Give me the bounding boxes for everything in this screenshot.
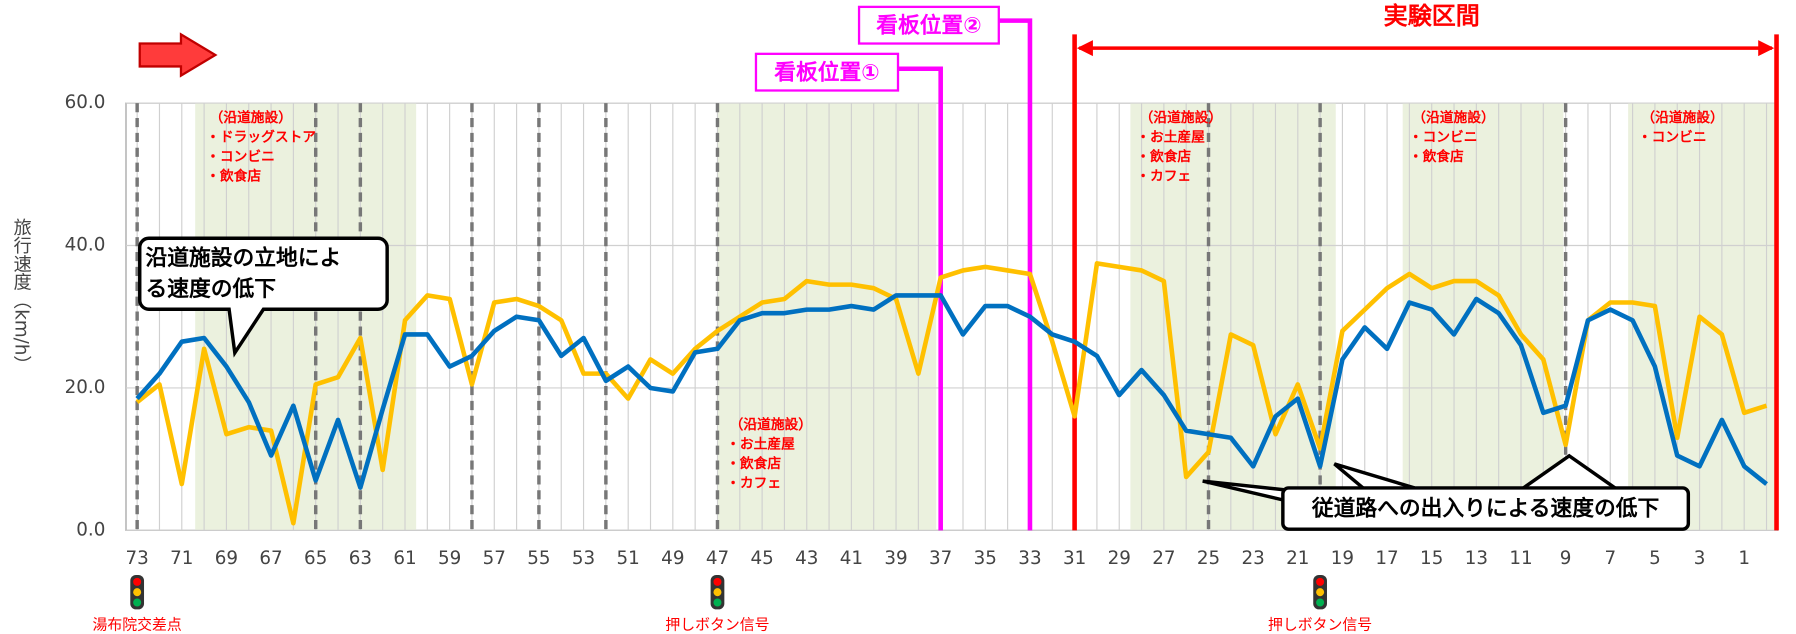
x-tick-label: 39 (884, 548, 907, 569)
x-tick-label: 29 (1108, 548, 1131, 569)
callout-text: る速度の低下 (145, 276, 276, 302)
y-tick-label: 40.0 (65, 235, 106, 256)
x-tick-label: 45 (750, 548, 773, 569)
callout-pointer (1202, 453, 1617, 506)
x-tick-label: 73 (125, 548, 148, 569)
callout-box (1281, 486, 1691, 531)
y-tick-label: 60.0 (65, 92, 106, 113)
facility-label: ・カフェ (1136, 168, 1191, 184)
x-tick-label: 25 (1197, 548, 1220, 569)
series-line (135, 261, 1768, 526)
x-tick-label: 19 (1331, 548, 1354, 569)
x-tick-label: 31 (1063, 548, 1086, 569)
x-tick-label: 53 (572, 548, 595, 569)
facility-label: ・ドラッグストア (206, 128, 316, 145)
signboard-box (754, 52, 900, 92)
x-tick-label: 71 (170, 548, 193, 569)
facility-label: ・お土産屋 (1136, 128, 1205, 145)
x-tick-label: 57 (483, 548, 506, 569)
x-tick-label: 67 (259, 548, 282, 569)
signal-lamp (713, 577, 722, 586)
signboard-label: 看板位置① (774, 59, 879, 85)
signal-label: 押しボタン信号 (665, 615, 769, 633)
x-tick-label: 49 (661, 548, 684, 569)
x-tick-label: 69 (215, 548, 238, 569)
signboard-label: 看板位置② (876, 12, 981, 38)
x-tick-label: 13 (1465, 548, 1488, 569)
facility-label: （沿道施設） (1641, 109, 1723, 126)
facility-label: （沿道施設） (210, 109, 292, 126)
signal-label: 押しボタン信号 (1268, 615, 1372, 633)
x-tick-label: 43 (795, 548, 818, 569)
callout-text: 従道路への出入りによる速度の低下 (1311, 496, 1659, 522)
facility-label: ・飲食店 (1409, 148, 1464, 165)
signal-lamp (133, 577, 142, 586)
facility-label: ・飲食店 (726, 455, 781, 472)
facility-label: ・コンビニ (206, 149, 275, 165)
x-tick-label: 3 (1694, 548, 1706, 569)
x-tick-label: 27 (1152, 548, 1175, 569)
facility-label: ・コンビニ (1409, 129, 1478, 145)
x-tick-label: 41 (840, 548, 863, 569)
x-tick-label: 1 (1738, 548, 1750, 569)
x-tick-label: 7 (1604, 548, 1616, 569)
x-tick-label: 21 (1286, 548, 1309, 569)
x-tick-label: 59 (438, 548, 461, 569)
signal-lamp (1316, 598, 1325, 607)
signboard-leader (998, 18, 1033, 531)
facility-label: ・飲食店 (206, 167, 261, 184)
x-tick-label: 65 (304, 548, 327, 569)
signal-label: 湯布院交差点 (93, 615, 182, 633)
y-tick-label: 20.0 (65, 377, 106, 398)
x-tick-label: 5 (1649, 548, 1661, 569)
section-label: 実験区間 (1384, 2, 1480, 30)
signal-lamp (133, 588, 142, 597)
signal-lamp (1316, 577, 1325, 586)
x-tick-label: 37 (929, 548, 952, 569)
y-tick-label: 0.0 (76, 519, 105, 540)
signal-lamp (713, 598, 722, 607)
background-layer (125, 102, 1778, 531)
x-tick-label: 33 (1018, 548, 1041, 569)
callout-text: 沿道施設の立地によ (145, 245, 341, 271)
facility-label: （沿道施設） (730, 416, 812, 433)
signal-lamp (1316, 588, 1325, 597)
x-tick-label: 11 (1509, 548, 1532, 569)
signboard-leader (898, 66, 943, 531)
facility-label: （沿道施設） (1412, 109, 1494, 126)
x-tick-label: 17 (1375, 548, 1398, 569)
facility-label: ・カフェ (726, 475, 781, 491)
facility-label: ・飲食店 (1136, 148, 1191, 165)
direction-arrow (138, 32, 218, 78)
facility-label: （沿道施設） (1140, 109, 1222, 126)
x-tick-label: 55 (527, 548, 550, 569)
x-tick-label: 23 (1241, 548, 1264, 569)
signboard-box (857, 5, 1000, 45)
y-axis-label: 旅行速度（km/h） (11, 218, 32, 374)
x-tick-label: 61 (393, 548, 416, 569)
signal-lamp (133, 598, 142, 607)
callout-box (138, 236, 389, 358)
series-line (135, 293, 1768, 490)
facility-zone (1130, 103, 1336, 531)
facility-zone (1402, 103, 1564, 531)
signal-lamp (713, 588, 722, 597)
facility-label: ・コンビニ (1638, 129, 1707, 145)
x-tick-label: 15 (1420, 548, 1443, 569)
facility-label: ・お土産屋 (726, 435, 795, 452)
x-tick-label: 63 (349, 548, 372, 569)
x-tick-label: 51 (617, 548, 640, 569)
x-tick-label: 35 (974, 548, 997, 569)
x-tick-label: 47 (706, 548, 729, 569)
x-tick-label: 9 (1560, 548, 1572, 569)
